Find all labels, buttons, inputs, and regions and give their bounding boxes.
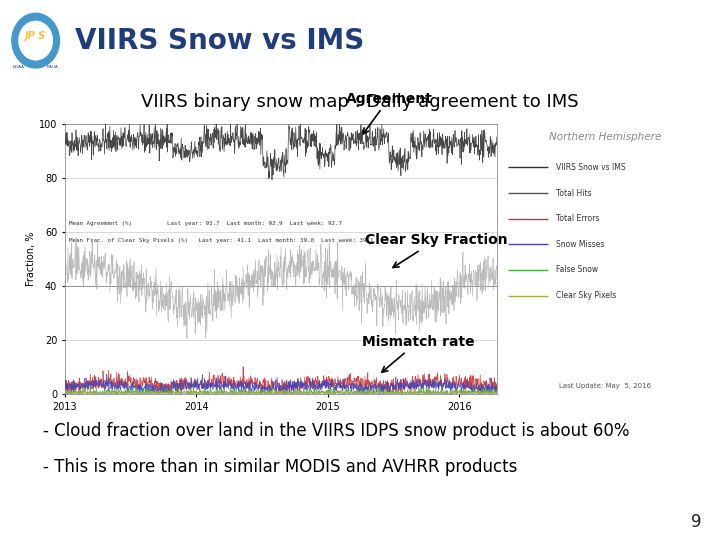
Text: Northern Hemisphere: Northern Hemisphere — [549, 132, 661, 143]
Text: Mean Agreement (%)          Last year: 93.7  Last month: 92.9  Last week: 92.7: Mean Agreement (%) Last year: 93.7 Last … — [69, 221, 342, 226]
Text: NOAA: NOAA — [12, 65, 24, 69]
Text: VIIRS binary snow map : Daily agreement to IMS: VIIRS binary snow map : Daily agreement … — [141, 93, 579, 111]
Text: Last Update: May  5, 2016: Last Update: May 5, 2016 — [559, 383, 651, 389]
Text: Clear Sky Pixels: Clear Sky Pixels — [557, 291, 616, 300]
Text: Mismatch rate: Mismatch rate — [361, 335, 474, 372]
Text: Agreement: Agreement — [346, 92, 433, 134]
Text: STAR JPSS Annual Science Team Meeting, 8-12 August 2016: STAR JPSS Annual Science Team Meeting, 8… — [202, 518, 472, 527]
Text: Mean Frac. of Clear Sky Pixels (%)   Last year: 41.1  Last month: 39.0  Last wee: Mean Frac. of Clear Sky Pixels (%) Last … — [69, 238, 374, 242]
Text: JP S: JP S — [25, 31, 46, 40]
Circle shape — [19, 22, 53, 60]
Text: - Cloud fraction over land in the VIIRS IDPS snow product is about 60%: - Cloud fraction over land in the VIIRS … — [43, 422, 630, 440]
Text: Total Hits: Total Hits — [557, 188, 592, 198]
Text: Snow Misses: Snow Misses — [557, 240, 605, 249]
Text: NAUA: NAUA — [47, 65, 59, 69]
Text: Clear Sky Fraction: Clear Sky Fraction — [364, 233, 507, 267]
Text: False Snow: False Snow — [557, 266, 598, 274]
Text: - This is more than in similar MODIS and AVHRR products: - This is more than in similar MODIS and… — [43, 458, 518, 476]
Text: Total Errors: Total Errors — [557, 214, 600, 223]
Text: VIIRS Snow vs IMS: VIIRS Snow vs IMS — [557, 163, 626, 172]
Text: 9: 9 — [691, 514, 702, 531]
Text: VIIRS Snow vs IMS: VIIRS Snow vs IMS — [75, 27, 364, 55]
Circle shape — [12, 14, 60, 68]
Y-axis label: Fraction, %: Fraction, % — [26, 232, 36, 286]
